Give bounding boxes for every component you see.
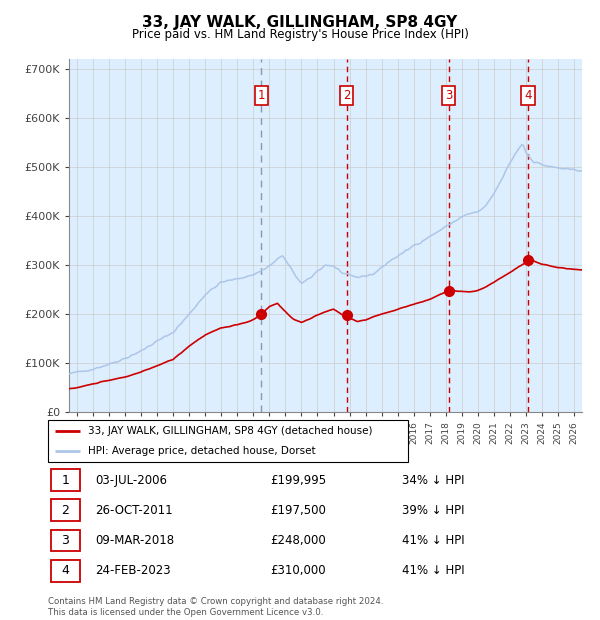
Text: £199,995: £199,995 [270, 474, 326, 487]
Text: £248,000: £248,000 [270, 534, 326, 547]
Text: 4: 4 [524, 89, 532, 102]
FancyBboxPatch shape [50, 469, 80, 491]
Text: 34% ↓ HPI: 34% ↓ HPI [402, 474, 464, 487]
Text: 1: 1 [61, 474, 69, 487]
Text: HPI: Average price, detached house, Dorset: HPI: Average price, detached house, Dors… [88, 446, 315, 456]
Text: Contains HM Land Registry data © Crown copyright and database right 2024.
This d: Contains HM Land Registry data © Crown c… [48, 598, 383, 617]
Text: 3: 3 [61, 534, 69, 547]
FancyBboxPatch shape [50, 560, 80, 582]
Bar [69, 59, 528, 412]
Text: 4: 4 [61, 564, 69, 577]
Text: 41% ↓ HPI: 41% ↓ HPI [402, 564, 464, 577]
Text: 41% ↓ HPI: 41% ↓ HPI [402, 534, 464, 547]
Text: 2: 2 [343, 89, 350, 102]
FancyBboxPatch shape [50, 500, 80, 521]
Text: 09-MAR-2018: 09-MAR-2018 [95, 534, 175, 547]
Bar [528, 59, 582, 412]
Text: 3: 3 [445, 89, 452, 102]
Text: 03-JUL-2006: 03-JUL-2006 [95, 474, 167, 487]
Text: £310,000: £310,000 [270, 564, 325, 577]
Text: 33, JAY WALK, GILLINGHAM, SP8 4GY (detached house): 33, JAY WALK, GILLINGHAM, SP8 4GY (detac… [88, 426, 372, 436]
FancyBboxPatch shape [50, 529, 80, 551]
FancyBboxPatch shape [48, 420, 408, 462]
Text: 1: 1 [257, 89, 265, 102]
Text: Price paid vs. HM Land Registry's House Price Index (HPI): Price paid vs. HM Land Registry's House … [131, 28, 469, 41]
Text: £197,500: £197,500 [270, 504, 326, 517]
Text: 24-FEB-2023: 24-FEB-2023 [95, 564, 171, 577]
Text: 2: 2 [61, 504, 69, 517]
Text: 26-OCT-2011: 26-OCT-2011 [95, 504, 173, 517]
Text: 39% ↓ HPI: 39% ↓ HPI [402, 504, 464, 517]
Text: 33, JAY WALK, GILLINGHAM, SP8 4GY: 33, JAY WALK, GILLINGHAM, SP8 4GY [142, 16, 458, 30]
